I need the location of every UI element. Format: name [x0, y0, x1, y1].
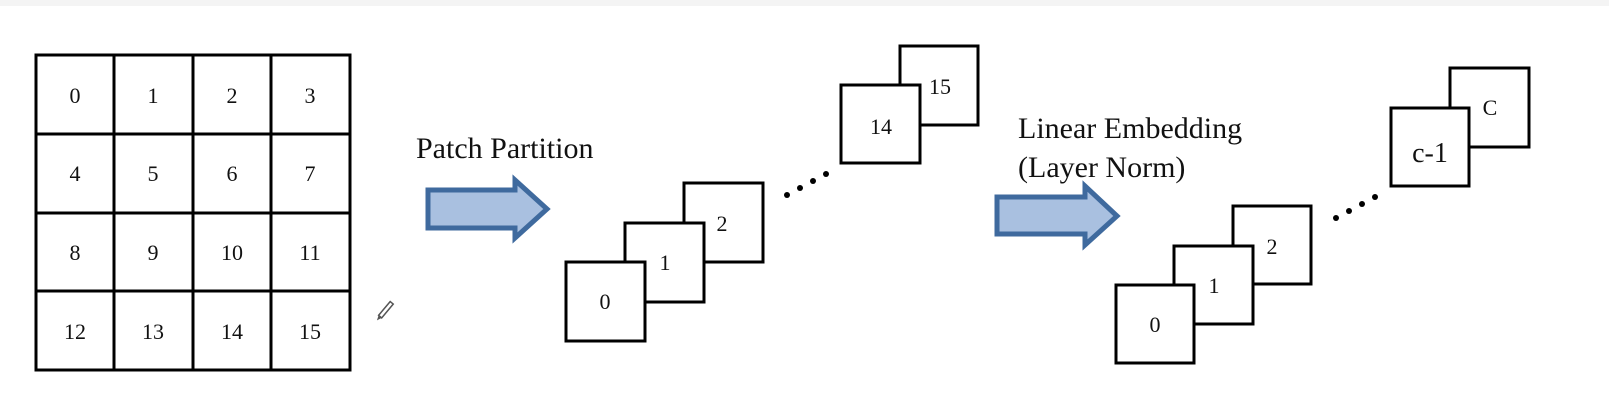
channel-stack: 2 1 0	[1114, 204, 1313, 365]
grid-cell-label: 1	[148, 83, 159, 108]
grid-cell-label: 0	[70, 83, 81, 108]
grid-cell-label: 9	[148, 240, 159, 265]
right-arrow-icon	[425, 174, 551, 244]
grid-cell-label: 12	[64, 319, 86, 344]
patch-label: 15	[929, 74, 951, 99]
channel-label: 0	[1150, 312, 1161, 337]
channel-label: 1	[1209, 273, 1220, 298]
ellipsis-dot	[797, 185, 803, 191]
grid-cell-label: 3	[305, 83, 316, 108]
linear-embedding-label: Linear Embedding	[1018, 112, 1242, 145]
ellipsis-dot	[1359, 201, 1365, 207]
grid-cell-label: 10	[221, 240, 243, 265]
ellipsis-dots	[784, 171, 829, 198]
ellipsis-dot	[1333, 215, 1339, 221]
grid-cell-label: 7	[305, 161, 316, 186]
grid-cell-label: 4	[70, 161, 81, 186]
patch-label: 2	[717, 211, 728, 236]
channel-stack-end: C c-1	[1389, 66, 1531, 188]
ellipsis-dot	[1346, 208, 1352, 214]
patch-stack-end: 15 14	[839, 44, 980, 165]
patch-box	[564, 260, 647, 343]
channel-label: C	[1483, 95, 1498, 120]
patch-label: 14	[870, 114, 892, 139]
ellipsis-dot	[1372, 194, 1378, 200]
top-strip	[0, 0, 1609, 6]
grid-cell-label: 15	[299, 319, 321, 344]
image-grid: 0 1 2 3 4 5 6 7 8 9 10 11 12 13 14 15	[34, 53, 352, 372]
grid-cell-label: 14	[221, 319, 243, 344]
patch-stack: 2 1 0	[564, 181, 765, 343]
grid-cell-label: 5	[148, 161, 159, 186]
right-arrow-icon	[994, 180, 1121, 251]
channel-box	[1114, 283, 1196, 365]
ellipsis-dots	[1333, 194, 1378, 221]
patch-partition-label: Patch Partition	[416, 132, 593, 165]
patch-box	[839, 83, 922, 165]
grid-cell-label: 13	[142, 319, 164, 344]
grid-cell-label: 2	[227, 83, 238, 108]
grid-cell-label: 6	[227, 161, 238, 186]
pen-cursor-icon	[376, 300, 395, 321]
grid-cell-label: 8	[70, 240, 81, 265]
ellipsis-dot	[823, 171, 829, 177]
patch-label: 0	[600, 289, 611, 314]
channel-label: 2	[1267, 234, 1278, 259]
channel-label: c-1	[1412, 138, 1448, 169]
grid-cell-label: 11	[299, 240, 320, 265]
layer-norm-label: (Layer Norm)	[1018, 151, 1185, 184]
channel-box	[1389, 106, 1471, 188]
patch-label: 1	[660, 250, 671, 275]
ellipsis-dot	[784, 192, 790, 198]
ellipsis-dot	[810, 178, 816, 184]
